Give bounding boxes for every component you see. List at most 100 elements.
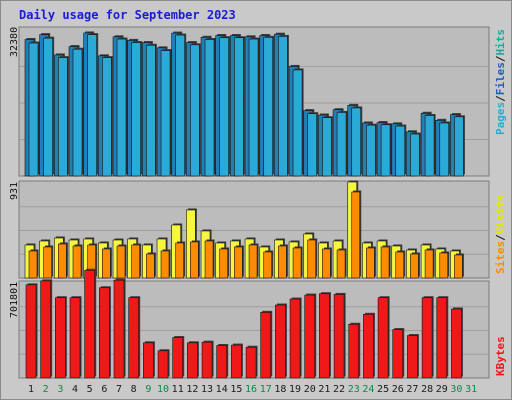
bar-files	[263, 36, 274, 177]
bar-kbytes	[451, 308, 462, 379]
day-label: 26	[392, 384, 404, 395]
bar-sites	[28, 250, 38, 279]
bot-legend: KBytes	[494, 336, 507, 376]
bar-sites	[307, 239, 317, 279]
day-label: 21	[318, 384, 330, 395]
bar-sites	[72, 245, 82, 279]
bar-sites	[439, 252, 449, 279]
day-label: 29	[436, 384, 448, 395]
bar-files	[58, 57, 68, 177]
bar-files	[292, 69, 303, 177]
day-label: 11	[172, 384, 184, 395]
bar-files	[219, 37, 230, 177]
bar-kbytes	[157, 350, 169, 379]
day-label: 7	[116, 384, 122, 395]
day-label: 4	[72, 384, 78, 395]
bar-sites	[160, 250, 170, 279]
bar-sites	[190, 241, 199, 279]
bar-files	[395, 125, 406, 177]
top-legend: Pages/Files/Hits	[494, 29, 507, 135]
bar-files	[278, 36, 288, 177]
bar-sites	[248, 244, 258, 279]
day-label: 20	[304, 384, 316, 395]
bar-sites	[263, 251, 273, 279]
bar-kbytes	[25, 284, 37, 379]
day-label: 3	[57, 384, 63, 395]
legend-hits: Hits	[494, 29, 507, 56]
day-label: 5	[87, 384, 93, 395]
mid-scale-label: 931	[9, 182, 20, 200]
bar-kbytes	[377, 297, 389, 379]
bar-sites	[322, 248, 331, 279]
bar-files	[160, 50, 171, 177]
bar-files	[322, 117, 332, 177]
bar-kbytes	[333, 294, 345, 379]
bar-sites	[336, 249, 346, 279]
legend-sep-2: /	[494, 55, 507, 62]
day-label: 31	[465, 384, 477, 395]
day-label: 13	[201, 384, 213, 395]
bar-kbytes	[436, 297, 448, 379]
bar-sites	[380, 246, 390, 279]
legend-kbytes: KBytes	[494, 336, 507, 376]
bar-kbytes	[40, 280, 51, 379]
bar-kbytes	[245, 346, 257, 379]
bar-kbytes	[231, 344, 242, 379]
day-label: 27	[406, 384, 418, 395]
bar-kbytes	[69, 297, 81, 379]
day-label: 12	[186, 384, 198, 395]
legend-sites: Sites	[494, 241, 507, 274]
bar-sites	[116, 245, 126, 279]
bar-kbytes	[113, 279, 125, 379]
day-label: 6	[101, 384, 107, 395]
day-labels: 1 2 3 4 5 6 7 8 9 10 11 12 13 14 15 16 17 18 19 20 21 22 23 24 2…	[28, 384, 477, 395]
bot-scale-label: 701801	[9, 282, 20, 318]
day-label: 15	[230, 384, 242, 395]
bar-kbytes	[187, 342, 198, 379]
day-label: 19	[289, 384, 301, 395]
bar-kbytes	[216, 345, 228, 379]
bar-kbytes	[128, 297, 139, 379]
bar-kbytes	[363, 314, 374, 379]
bar-sites	[410, 253, 419, 279]
bar-files	[146, 44, 156, 177]
bar-sites	[292, 247, 302, 279]
day-label: 8	[131, 384, 137, 395]
bar-files	[72, 48, 83, 177]
bar-kbytes	[392, 329, 404, 379]
bar-files	[351, 107, 362, 177]
bar-files	[366, 124, 376, 177]
bar-kbytes	[99, 287, 110, 379]
bar-kbytes	[348, 323, 360, 379]
bar-files	[28, 42, 39, 177]
bar-files	[116, 38, 127, 177]
bar-sites	[278, 245, 287, 279]
day-label: 25	[377, 384, 389, 395]
bar-files	[307, 113, 318, 177]
bar-sites	[43, 246, 52, 279]
bar-files	[454, 116, 464, 177]
bar-files	[190, 44, 200, 177]
day-label: 16	[245, 384, 257, 395]
bar-sites	[454, 254, 463, 279]
bar-files	[102, 57, 112, 177]
legend-visits: Visits	[494, 195, 507, 235]
bar-files	[234, 37, 244, 177]
day-label: 18	[274, 384, 286, 395]
legend-sep-3: /	[494, 234, 507, 241]
bar-files	[439, 122, 450, 177]
legend-pages: Pages	[494, 102, 507, 135]
day-label: 23	[348, 384, 360, 395]
day-label: 10	[157, 384, 169, 395]
day-label: 28	[421, 384, 433, 395]
bar-files	[424, 115, 435, 177]
bar-sites	[219, 248, 229, 279]
bar-sites	[395, 251, 405, 279]
bar-kbytes	[55, 297, 66, 379]
day-label: 17	[260, 384, 272, 395]
bar-sites	[102, 248, 111, 279]
bar-sites	[204, 240, 214, 279]
bar-kbytes	[201, 341, 213, 379]
day-label: 14	[216, 384, 228, 395]
bar-kbytes	[84, 269, 95, 379]
